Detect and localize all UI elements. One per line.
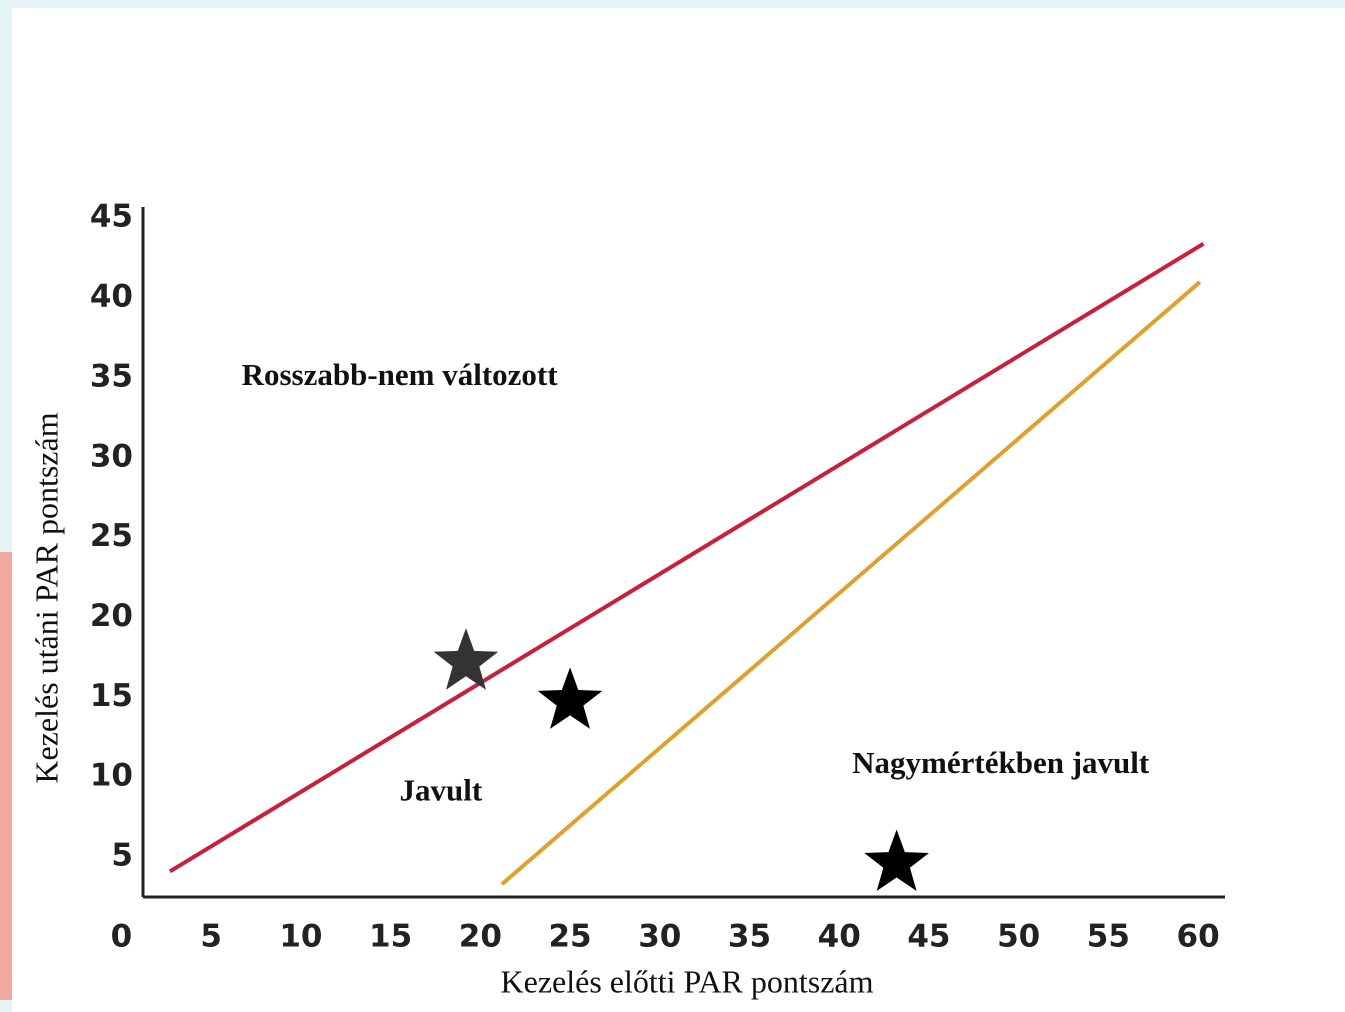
y-tick-label: 25 — [90, 518, 133, 554]
x-tick-label: 45 — [907, 919, 950, 955]
y-tick-label: 45 — [90, 199, 133, 235]
star-point — [537, 667, 603, 729]
left-panel — [0, 552, 12, 1000]
y-tick-label: 5 — [111, 838, 133, 874]
boundary-line — [168, 242, 1205, 874]
x-tick-label: 50 — [997, 919, 1040, 955]
x-tick-label: 40 — [818, 919, 861, 955]
x-tick-label: 15 — [369, 919, 412, 955]
boundary-line — [500, 280, 1202, 886]
region-label: Nagymértékben javult — [852, 745, 1150, 780]
top-strip — [0, 0, 1345, 8]
star-point — [433, 628, 499, 690]
x-tick-label: 5 — [200, 919, 222, 955]
x-axis-label: Kezelés előtti PAR pontszám — [501, 963, 874, 999]
x-tick-label: 20 — [459, 919, 502, 955]
y-tick-label: 35 — [90, 358, 133, 394]
region-label: Javult — [400, 772, 483, 807]
star-point — [864, 829, 929, 891]
region-label: Rosszabb-nem változott — [242, 357, 559, 392]
x-tick-label: 10 — [279, 919, 322, 955]
x-tick-label: 60 — [1177, 919, 1220, 955]
y-tick-label: 30 — [90, 438, 133, 474]
y-tick-label: 10 — [90, 758, 133, 794]
x-tick-label: 25 — [548, 919, 591, 955]
x-tick-label: 55 — [1087, 919, 1130, 955]
y-tick-label: 40 — [90, 279, 133, 315]
y-axis-label: Kezelés utáni PAR pontszám — [28, 412, 64, 783]
x-tick-label: 30 — [638, 919, 681, 955]
y-tick-label: 20 — [90, 598, 133, 634]
y-tick-label: 15 — [90, 678, 133, 714]
x-tick-label: 0 — [111, 919, 133, 955]
x-tick-label: 35 — [728, 919, 771, 955]
